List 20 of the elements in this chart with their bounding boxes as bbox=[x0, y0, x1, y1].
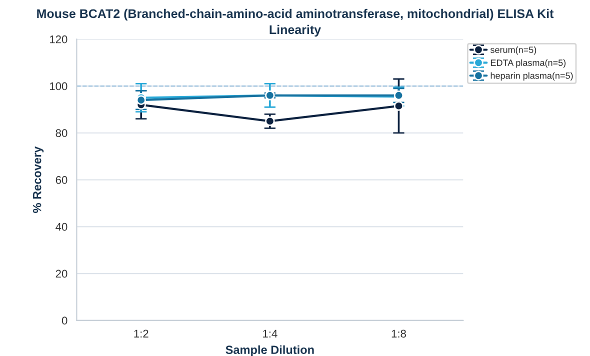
y-tick-label: 0 bbox=[62, 316, 68, 325]
legend-label: serum(n=5) bbox=[490, 46, 536, 55]
chart-title: Mouse BCAT2 (Branched-chain-amino-acid aminotransferase, mitochondrial) ELISA Kit bbox=[37, 8, 554, 21]
y-tick-label: 100 bbox=[50, 82, 68, 90]
x-tick-label: 1:8 bbox=[392, 330, 406, 338]
point bbox=[136, 95, 146, 105]
chart-subtitle: Linearity bbox=[270, 24, 321, 37]
point bbox=[394, 101, 404, 111]
y-tick-label: 120 bbox=[50, 35, 68, 44]
point bbox=[265, 116, 275, 126]
y-tick-label: 20 bbox=[56, 270, 68, 278]
y-tick-label: 40 bbox=[56, 222, 68, 231]
y-axis-title: % Recovery bbox=[32, 146, 44, 213]
x-axis-title: Sample Dilution bbox=[226, 345, 314, 356]
x-tick-label: 1:2 bbox=[134, 330, 148, 338]
legend-label: EDTA plasma(n=5) bbox=[490, 59, 566, 68]
y-tick-label: 60 bbox=[56, 176, 68, 184]
y-tick-label: 80 bbox=[56, 129, 68, 138]
x-tick-label: 1:4 bbox=[263, 330, 278, 338]
legend-label: heparin plasma(n=5) bbox=[490, 72, 573, 81]
